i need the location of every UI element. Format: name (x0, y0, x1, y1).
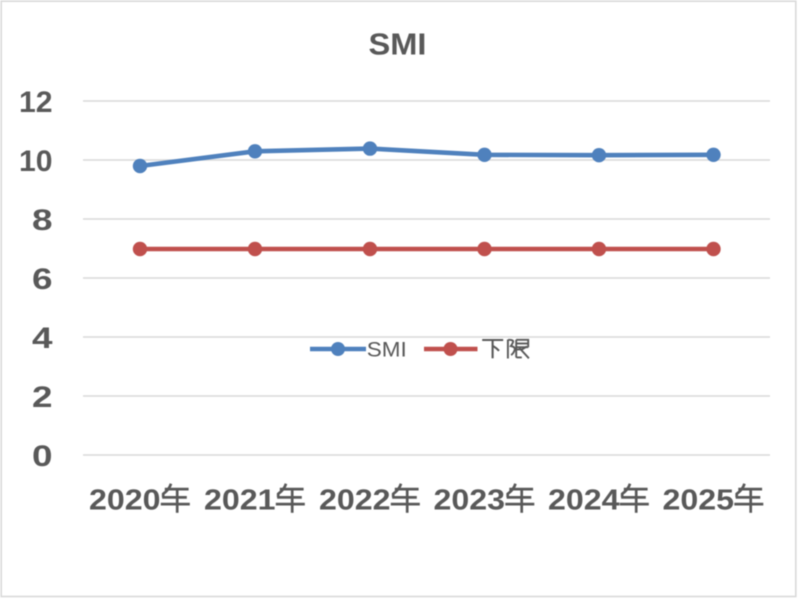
svg-text:2: 2 (32, 381, 53, 414)
svg-text:SMI: SMI (369, 26, 427, 61)
svg-text:10: 10 (19, 145, 53, 178)
svg-text:8: 8 (32, 204, 53, 237)
svg-text:0: 0 (32, 440, 53, 473)
svg-text:2023: 2023 (434, 485, 506, 517)
svg-text:2022: 2022 (319, 485, 391, 517)
svg-text:4: 4 (32, 322, 53, 355)
svg-text:12: 12 (19, 86, 53, 119)
svg-text:SMI: SMI (367, 338, 407, 362)
svg-text:6: 6 (32, 263, 53, 296)
svg-text:2020: 2020 (89, 485, 161, 517)
svg-text:2021: 2021 (204, 485, 276, 517)
svg-text:2025: 2025 (663, 485, 735, 517)
svg-text:2024: 2024 (548, 485, 620, 517)
